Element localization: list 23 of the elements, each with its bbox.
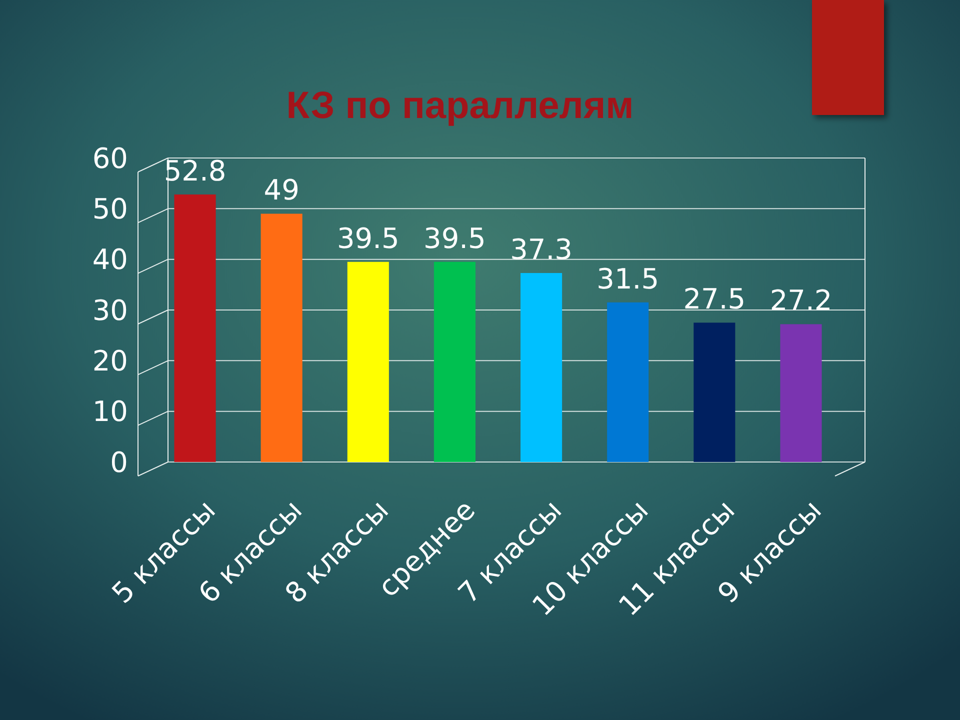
y-tick-label: 10 <box>92 395 128 428</box>
data-label: 27.5 <box>683 282 746 316</box>
bar <box>780 324 822 462</box>
bar <box>260 214 302 462</box>
data-label: 39.5 <box>424 222 486 255</box>
bar <box>520 273 562 462</box>
y-tick-label: 40 <box>92 243 128 276</box>
bar <box>347 262 389 462</box>
bar <box>434 262 476 462</box>
y-tick-label: 20 <box>92 344 128 378</box>
data-label: 49 <box>264 174 300 207</box>
chart-title: КЗ по параллелям <box>286 85 634 127</box>
data-label: 27.2 <box>770 284 832 318</box>
y-tick-label: 50 <box>92 192 128 226</box>
bar <box>694 322 736 462</box>
data-label: 37.3 <box>510 233 572 266</box>
y-tick-label: 0 <box>110 446 128 479</box>
bar <box>174 194 216 462</box>
data-label: 31.5 <box>596 262 660 296</box>
bar <box>607 302 649 462</box>
data-label: 39.5 <box>336 222 400 255</box>
y-tick-label: 30 <box>92 294 128 327</box>
y-tick-label: 60 <box>92 142 128 175</box>
